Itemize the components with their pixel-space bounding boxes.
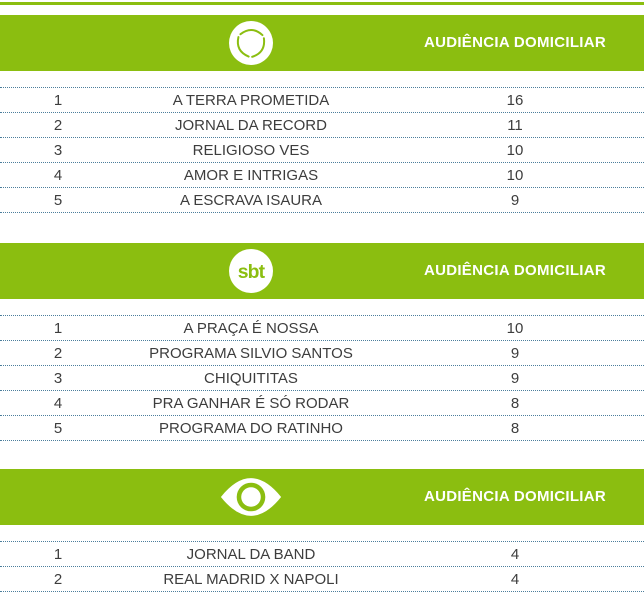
table-row: 2 PROGRAMA SILVIO SANTOS 9 bbox=[0, 341, 644, 366]
rank-cell: 2 bbox=[53, 344, 63, 362]
record-logo-wrap bbox=[116, 21, 386, 65]
audience-cell: 4 bbox=[510, 545, 520, 563]
top-divider bbox=[0, 2, 644, 5]
rank-cell: 1 bbox=[53, 319, 63, 337]
table-row: 1 JORNAL DA BAND 4 bbox=[0, 542, 644, 567]
record-logo-icon bbox=[229, 21, 273, 65]
band-logo-icon bbox=[220, 478, 282, 516]
audience-cell: 4 bbox=[510, 570, 520, 588]
rank-cell: 4 bbox=[53, 166, 63, 184]
audience-cell: 8 bbox=[510, 394, 520, 412]
sbt-logo-wrap: sbt bbox=[116, 249, 386, 293]
program-cell: REAL MADRID X NAPOLI bbox=[163, 570, 339, 588]
band-section: AUDIÊNCIA DOMICILIAR 1 JORNAL DA BAND 4 … bbox=[0, 469, 644, 592]
sbt-header-title-wrap: AUDIÊNCIA DOMICILIAR bbox=[386, 262, 644, 280]
rank-cell: 1 bbox=[53, 91, 63, 109]
program-cell: A ESCRAVA ISAURA bbox=[180, 191, 322, 209]
rank-cell: 3 bbox=[53, 369, 63, 387]
program-cell: PROGRAMA SILVIO SANTOS bbox=[149, 344, 353, 362]
record-ranking-table: 1 A TERRA PROMETIDA 16 2 JORNAL DA RECOR… bbox=[0, 87, 644, 213]
band-logo-wrap bbox=[116, 478, 386, 516]
program-cell: A PRAÇA É NOSSA bbox=[183, 319, 319, 337]
svg-text:sbt: sbt bbox=[238, 261, 266, 283]
program-cell: AMOR E INTRIGAS bbox=[183, 166, 319, 184]
audience-cell: 11 bbox=[507, 116, 523, 134]
record-header-bar: AUDIÊNCIA DOMICILIAR bbox=[0, 15, 644, 71]
rank-cell: 2 bbox=[53, 570, 63, 588]
band-ranking-table: 1 JORNAL DA BAND 4 2 REAL MADRID X NAPOL… bbox=[0, 541, 644, 592]
audience-cell: 10 bbox=[506, 166, 524, 184]
sbt-header-bar: sbt AUDIÊNCIA DOMICILIAR bbox=[0, 243, 644, 299]
table-row: 1 A TERRA PROMETIDA 16 bbox=[0, 88, 644, 113]
table-row: 2 JORNAL DA RECORD 11 bbox=[0, 113, 644, 138]
rank-cell: 3 bbox=[53, 141, 63, 159]
band-header-title-wrap: AUDIÊNCIA DOMICILIAR bbox=[386, 488, 644, 506]
table-row: 1 A PRAÇA É NOSSA 10 bbox=[0, 316, 644, 341]
rank-cell: 1 bbox=[53, 545, 63, 563]
program-cell: JORNAL DA BAND bbox=[186, 545, 316, 563]
table-row: 5 PROGRAMA DO RATINHO 8 bbox=[0, 416, 644, 441]
sbt-ranking-table: 1 A PRAÇA É NOSSA 10 2 PROGRAMA SILVIO S… bbox=[0, 315, 644, 441]
program-cell: PROGRAMA DO RATINHO bbox=[159, 419, 343, 437]
program-cell: RELIGIOSO VES bbox=[192, 141, 310, 159]
audience-header-label: AUDIÊNCIA DOMICILIAR bbox=[423, 488, 607, 505]
audience-cell: 8 bbox=[510, 419, 520, 437]
rank-cell: 4 bbox=[53, 394, 63, 412]
audience-header-label: AUDIÊNCIA DOMICILIAR bbox=[423, 262, 607, 279]
table-row: 3 RELIGIOSO VES 10 bbox=[0, 138, 644, 163]
record-header-title-wrap: AUDIÊNCIA DOMICILIAR bbox=[386, 34, 644, 52]
sbt-logo-icon: sbt bbox=[229, 249, 273, 293]
audience-cell: 10 bbox=[506, 319, 524, 337]
rank-cell: 5 bbox=[53, 419, 63, 437]
audience-header-label: AUDIÊNCIA DOMICILIAR bbox=[423, 34, 607, 51]
audience-cell: 10 bbox=[506, 141, 524, 159]
program-cell: CHIQUITITAS bbox=[204, 369, 298, 387]
program-cell: PRA GANHAR É SÓ RODAR bbox=[152, 394, 350, 412]
rank-cell: 2 bbox=[53, 116, 63, 134]
rank-cell: 5 bbox=[53, 191, 63, 209]
program-cell: A TERRA PROMETIDA bbox=[172, 91, 330, 109]
audience-cell: 9 bbox=[510, 191, 520, 209]
program-cell: JORNAL DA RECORD bbox=[175, 116, 327, 134]
sbt-section: sbt AUDIÊNCIA DOMICILIAR 1 A PRAÇA É NOS… bbox=[0, 243, 644, 441]
audience-cell: 9 bbox=[510, 344, 520, 362]
band-header-bar: AUDIÊNCIA DOMICILIAR bbox=[0, 469, 644, 525]
record-section: AUDIÊNCIA DOMICILIAR 1 A TERRA PROMETIDA… bbox=[0, 15, 644, 213]
table-row: 4 AMOR E INTRIGAS 10 bbox=[0, 163, 644, 188]
table-row: 5 A ESCRAVA ISAURA 9 bbox=[0, 188, 644, 213]
table-row: 2 REAL MADRID X NAPOLI 4 bbox=[0, 567, 644, 592]
table-row: 3 CHIQUITITAS 9 bbox=[0, 366, 644, 391]
audience-cell: 16 bbox=[506, 91, 524, 109]
table-row: 4 PRA GANHAR É SÓ RODAR 8 bbox=[0, 391, 644, 416]
audience-cell: 9 bbox=[510, 369, 520, 387]
